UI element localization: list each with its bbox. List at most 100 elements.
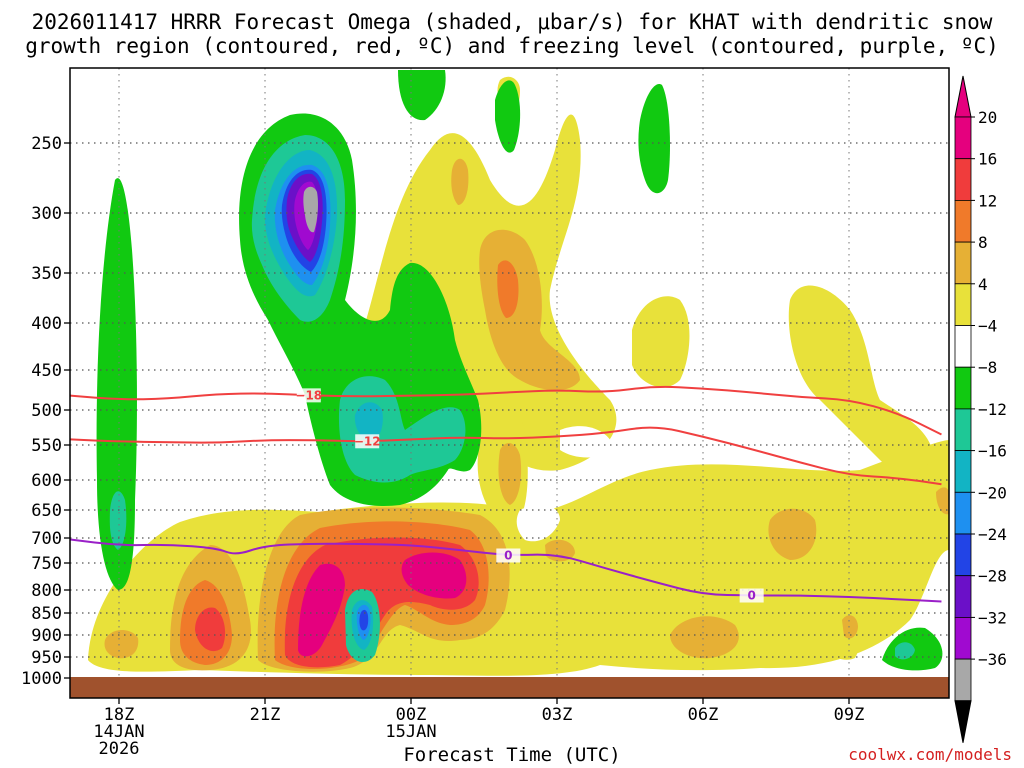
omega-shading [88, 70, 949, 676]
colorbar-segment-2 [954, 199, 972, 243]
y-tick-label-850: 850 [31, 604, 62, 624]
x-tick-date-18Z: 14JAN [93, 722, 144, 742]
contour-label-bg-2-0 [496, 548, 521, 563]
y-tick-label-450: 450 [31, 361, 62, 381]
colorbar-label-13: −36 [978, 650, 1007, 669]
omega-region-yellow-right-mid [632, 296, 690, 388]
omega-region-yellow-small-b [810, 579, 865, 660]
omega-region-gold-small-a [451, 158, 469, 205]
contour-line-1 [70, 426, 942, 486]
colorbar-segment-5 [954, 325, 972, 368]
colorbar-label-11: −28 [978, 567, 1007, 586]
colorbar-segment-8 [954, 450, 972, 493]
omega-region-gold-small-g [842, 615, 858, 639]
y-tick-label-600: 600 [31, 471, 62, 491]
omega-region-yellow-right-top [788, 285, 935, 472]
omega-region-gold-small-h [936, 487, 949, 515]
credit-text: coolwx.com/models [848, 745, 1012, 764]
contour-label-2-1: 0 [747, 589, 755, 603]
chart-title-line-1: 2026011417 HRRR Forecast Omega (shaded, … [31, 10, 993, 34]
x-tick-label-06Z: 06Z [688, 705, 719, 725]
x-axis-label: Forecast Time (UTC) [403, 744, 621, 766]
contour-lines: −18 −12 0 0 [70, 385, 942, 603]
y-tick-label-800: 800 [31, 581, 62, 601]
colorbar-label-3: 8 [978, 233, 988, 252]
contour-line-0 [70, 385, 942, 436]
omega-region-red-a [195, 607, 226, 652]
contour-label-1-0: −12 [354, 434, 381, 448]
colorbar-segment-4 [954, 283, 972, 326]
colorbar-label-1: 16 [978, 150, 997, 169]
omega-region-cyan-mid [354, 402, 383, 442]
omega-region-gold-small-d [768, 508, 817, 560]
y-tick-label-650: 650 [31, 501, 62, 521]
omega-region-gold-small-e [670, 616, 739, 659]
colorbar-label-5: −4 [978, 317, 997, 336]
colorbar-segment-3 [954, 241, 972, 285]
contour-label-bg-0-0 [296, 388, 321, 403]
grid-lines [70, 68, 949, 698]
omega-region-gold-small-f [104, 629, 139, 659]
colorbar-label-12: −32 [978, 608, 1007, 627]
x-tick-date-00Z: 15JAN [385, 722, 436, 742]
chart-title-line-2: growth region (contoured, red, ºC) and f… [25, 34, 999, 58]
colorbar-label-0: 20 [978, 108, 997, 127]
omega-region-green-top [398, 70, 446, 121]
y-tick-label-950: 950 [31, 648, 62, 668]
colorbar-segment-9 [954, 491, 972, 535]
colorbar-label-9: −20 [978, 483, 1007, 502]
y-tick-label-700: 700 [31, 529, 62, 549]
x-tick-label-00Z: 00Z [396, 705, 427, 725]
plot-frame [69, 67, 950, 699]
colorbar-label-7: −12 [978, 400, 1007, 419]
y-tick-label-900: 900 [31, 626, 62, 646]
y-tick-label-300: 300 [31, 204, 62, 224]
colorbar-segment-12 [954, 617, 972, 660]
colorbar-segment-13 [954, 658, 972, 702]
contour-label-bg-2-1 [739, 588, 764, 603]
y-tick-label-400: 400 [31, 314, 62, 334]
x-tick-label-18Z: 18Z [104, 705, 135, 725]
ground-below-surface [70, 677, 949, 698]
omega-region-magenta-b [401, 552, 467, 599]
y-tick-label-500: 500 [31, 401, 62, 421]
colorbar-label-6: −8 [978, 358, 997, 377]
colorbar-segment-1 [954, 158, 972, 201]
colorbar-segment-10 [954, 533, 972, 577]
y-tick-label-1000: 1000 [21, 669, 62, 689]
omega-region-magenta-a [298, 563, 345, 657]
x-tick-label-09Z: 09Z [834, 705, 865, 725]
omega-region-gray-core [303, 186, 318, 233]
y-tick-label-750: 750 [31, 554, 62, 574]
omega-region-green-right [638, 84, 670, 194]
x-tick-label-21Z: 21Z [250, 705, 281, 725]
colorbar-label-8: −16 [978, 442, 1007, 461]
colorbar: 20 16 12 8 4 −4 −8 −12 −16 −20 −24 −28 −32 −36 [954, 75, 1007, 743]
contour-label-bg-1-0 [355, 434, 380, 449]
omega-gap-white-a [516, 504, 560, 542]
x-tick-year-18Z: 2026 [99, 739, 140, 759]
colorbar-segment-11 [954, 575, 972, 618]
omega-region-teal-right [895, 642, 915, 660]
omega-region-blue-low [359, 609, 369, 631]
y-tick-label-350: 350 [31, 264, 62, 284]
contour-label-0-0: −18 [295, 388, 322, 402]
colorbar-label-2: 12 [978, 191, 997, 210]
colorbar-label-10: −24 [978, 525, 1007, 544]
omega-region-gold-small-b [498, 443, 522, 505]
colorbar-segment-7 [954, 408, 972, 451]
colorbar-segment-0 [954, 116, 972, 160]
omega-region-green-top-b [495, 80, 521, 153]
y-tick-label-550: 550 [31, 436, 62, 456]
omega-region-teal-left [109, 491, 127, 550]
colorbar-label-4: 4 [978, 275, 988, 294]
y-tick-label-250: 250 [31, 134, 62, 154]
omega-region-orange-c [497, 260, 519, 318]
x-tick-label-03Z: 03Z [542, 705, 573, 725]
contour-line-2 [70, 538, 942, 603]
omega-region-green-left [96, 178, 137, 590]
colorbar-bottom-arrow [954, 700, 972, 743]
colorbar-segment-6 [954, 366, 972, 410]
